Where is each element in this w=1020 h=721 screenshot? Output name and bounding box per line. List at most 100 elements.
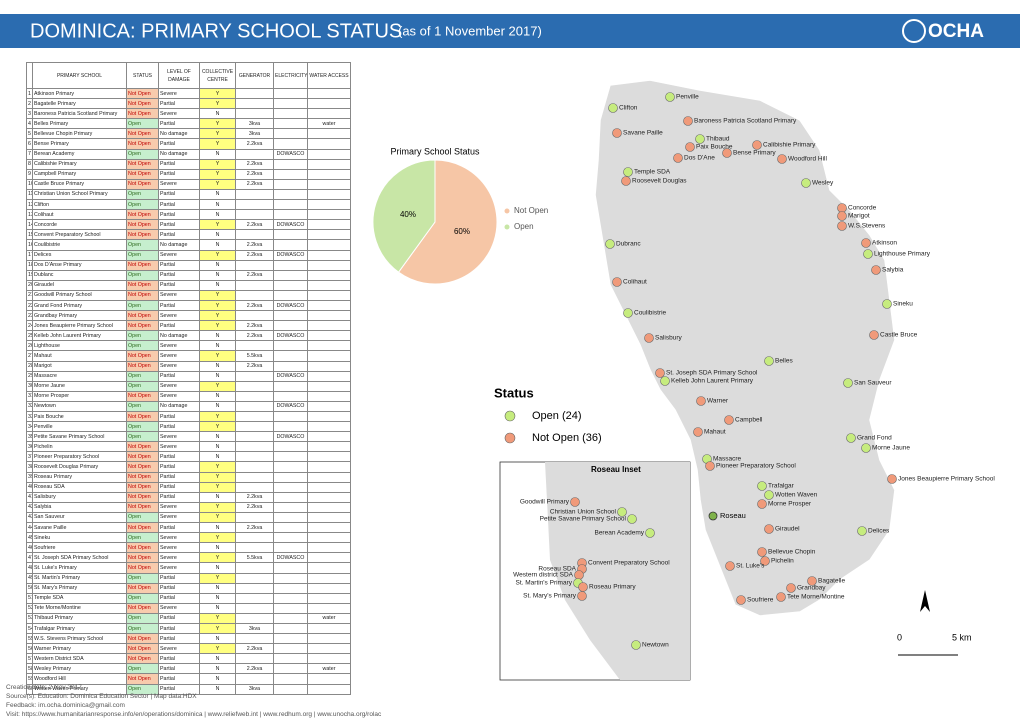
school-marker bbox=[757, 481, 767, 491]
pie-label: 40% bbox=[400, 210, 416, 219]
table-cell: 15 bbox=[26, 229, 33, 241]
table-cell bbox=[273, 511, 308, 524]
footer-line: Source(s): Education: Dominica Education… bbox=[6, 693, 197, 700]
table-cell: 2.2kva bbox=[235, 320, 274, 332]
table-cell: 2.2kva bbox=[235, 501, 274, 513]
school-label: Thibaud bbox=[706, 136, 730, 143]
table-cell: 2.2kva bbox=[235, 522, 274, 534]
table-cell bbox=[273, 289, 308, 301]
table-cell: Not Open bbox=[126, 310, 159, 322]
table-cell: Morne Jaune bbox=[32, 380, 127, 392]
table-cell: water bbox=[307, 612, 351, 624]
school-label: W.S.Stevens bbox=[848, 223, 886, 230]
table-cell: Grandbay Primary bbox=[32, 310, 127, 322]
table-cell: 2.2kva bbox=[235, 178, 274, 190]
school-label: Salybia bbox=[882, 267, 904, 274]
table-cell bbox=[235, 259, 274, 271]
table-cell bbox=[235, 229, 274, 241]
table-cell: DOWASCO bbox=[273, 330, 308, 342]
school-label: Grand Fond bbox=[857, 435, 892, 442]
table-cell: Partial bbox=[158, 663, 200, 675]
table-cell bbox=[235, 390, 274, 402]
school-marker bbox=[861, 443, 871, 453]
school-marker bbox=[736, 595, 746, 605]
table-cell: Y bbox=[199, 178, 236, 190]
table-cell: Partial bbox=[158, 461, 200, 473]
table-cell: Y bbox=[199, 612, 236, 624]
legend-item: Not Open (36) bbox=[532, 432, 602, 444]
table-cell: 45 bbox=[26, 532, 33, 544]
table-cell: 56 bbox=[26, 643, 33, 655]
table-cell: No damage bbox=[158, 128, 200, 140]
table-cell bbox=[273, 168, 308, 180]
school-label: Newtown bbox=[642, 642, 669, 649]
table-cell bbox=[273, 572, 308, 584]
scale-start: 0 bbox=[897, 632, 902, 642]
table-cell: N bbox=[199, 340, 236, 352]
table-cell: Partial bbox=[158, 522, 200, 534]
footer-line: Visit: https://www.humanitarianresponse.… bbox=[6, 711, 382, 718]
table-cell: N bbox=[199, 188, 236, 201]
table-cell: Wesley Primary bbox=[32, 663, 127, 675]
table-cell: Berean Academy bbox=[32, 148, 127, 160]
school-marker bbox=[617, 507, 627, 517]
table-cell: Kelleb John Laurent Primary bbox=[32, 330, 127, 342]
table-cell: Not Open bbox=[126, 522, 159, 534]
school-marker bbox=[801, 178, 811, 188]
school-marker bbox=[608, 103, 618, 113]
school-label: Jones Beaupierre Primary School bbox=[898, 476, 995, 483]
table-cell bbox=[307, 400, 351, 413]
table-cell: N bbox=[199, 663, 236, 675]
table-cell bbox=[235, 148, 274, 160]
table-cell bbox=[235, 310, 274, 322]
table-cell: 29 bbox=[26, 370, 33, 382]
table-cell: Not Open bbox=[126, 178, 159, 190]
table-cell: 58 bbox=[26, 663, 33, 675]
table-cell bbox=[273, 229, 308, 241]
table-cell: Y bbox=[199, 461, 236, 473]
table-row: 26LighthouseOpenSevereN bbox=[26, 340, 351, 352]
table-cell: Severe bbox=[158, 340, 200, 352]
table-cell bbox=[235, 451, 274, 463]
table-cell bbox=[307, 279, 351, 291]
table-cell bbox=[273, 320, 308, 332]
table-cell: Not Open bbox=[126, 410, 159, 423]
table-cell bbox=[273, 158, 308, 170]
table-cell: Open bbox=[126, 199, 159, 211]
table-cell: Partial bbox=[158, 370, 200, 382]
table-cell bbox=[235, 572, 274, 584]
table-row: 7 Berean Academy Open No damage N DOWASCO bbox=[26, 148, 351, 160]
school-marker bbox=[882, 299, 892, 309]
table-cell bbox=[235, 542, 274, 554]
table-cell: Belles Primary bbox=[32, 118, 127, 130]
table-cell bbox=[307, 501, 351, 513]
table-cell: Partial bbox=[158, 168, 200, 180]
table-cell: Open bbox=[126, 148, 159, 160]
table-cell bbox=[307, 158, 351, 170]
table-cell: 43 bbox=[26, 511, 33, 524]
table-cell: Partial bbox=[158, 421, 200, 433]
table-cell bbox=[307, 370, 351, 382]
table-cell: N bbox=[199, 633, 236, 645]
column-header: ELECTRICITY bbox=[273, 62, 308, 89]
table-cell: Massacre bbox=[32, 370, 127, 382]
school-marker bbox=[776, 592, 786, 602]
school-marker bbox=[665, 92, 675, 102]
table-cell: N bbox=[199, 199, 236, 211]
school-label: Wesley bbox=[812, 180, 834, 187]
table-cell: Open bbox=[126, 421, 159, 433]
table-cell: water bbox=[307, 118, 351, 130]
school-label: Colihaut bbox=[623, 279, 647, 286]
table-cell: Y bbox=[199, 552, 236, 564]
table-cell bbox=[235, 633, 274, 645]
legend-item: Open (24) bbox=[532, 410, 582, 422]
school-label: Kelleb John Laurent Primary bbox=[671, 378, 754, 385]
scale-end: 5 km bbox=[952, 632, 972, 642]
